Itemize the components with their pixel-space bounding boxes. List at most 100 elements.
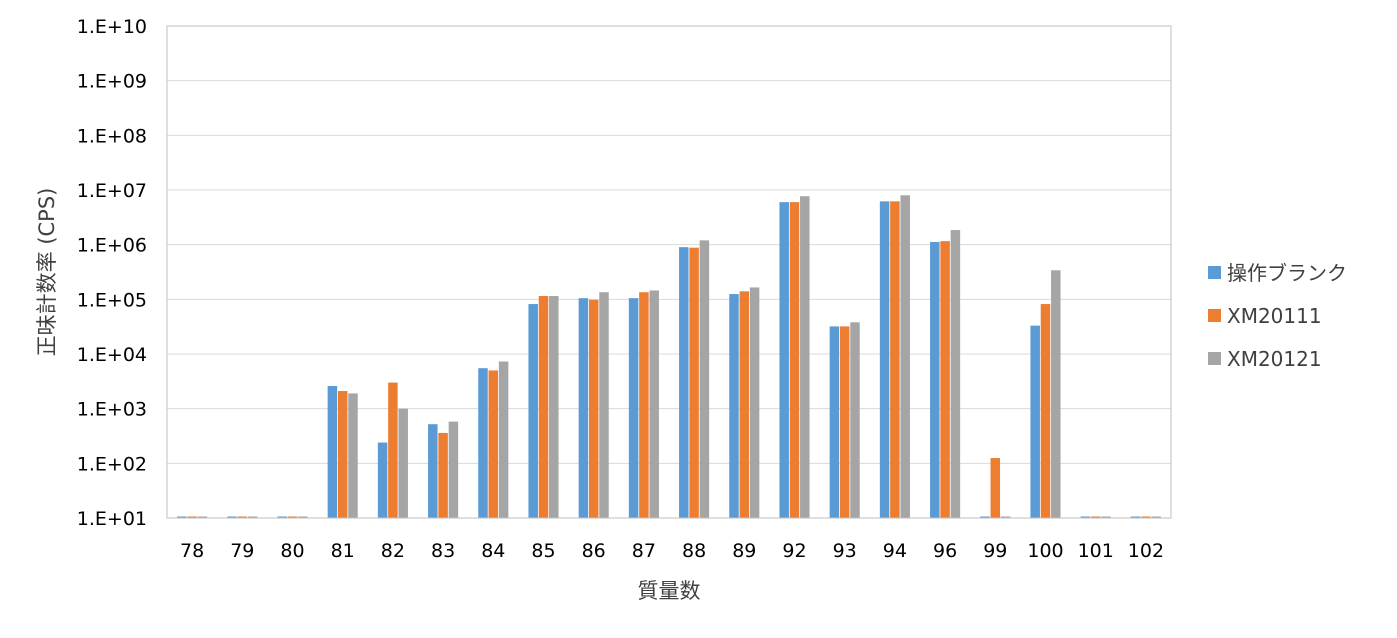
- y-tick-label: 1.E+08: [77, 125, 147, 147]
- y-tick-labels: 1.E+01 1.E+02 1.E+03 1.E+04 1.E+05 1.E+06 1.E+…: [77, 16, 147, 530]
- bar-XM20121-78: [197, 516, 208, 518]
- x-tick-label: 99: [983, 540, 1007, 562]
- bar-操作ブランク-92: [779, 202, 789, 518]
- legend-swatch: [1208, 352, 1221, 365]
- legend-swatch: [1208, 266, 1221, 279]
- x-tick-label: 96: [933, 540, 957, 562]
- gridlines: [167, 25, 1171, 519]
- bar-XM20111-89: [739, 291, 750, 518]
- legend-swatch: [1208, 309, 1221, 322]
- bar-XM20121-84: [498, 361, 509, 518]
- bar-操作ブランク-80: [277, 516, 287, 518]
- bar-XM20121-96: [950, 230, 961, 518]
- legend-label: XM20121: [1227, 347, 1322, 371]
- bar-XM20111-101: [1090, 516, 1101, 518]
- bar-XM20111-80: [287, 516, 298, 518]
- x-tick-label: 89: [732, 540, 756, 562]
- bar-XM20121-101: [1101, 516, 1111, 518]
- y-tick-label: 1.E+09: [77, 71, 147, 93]
- bar-XM20121-85: [549, 296, 559, 518]
- x-tick-label: 86: [582, 540, 606, 562]
- x-tick-label: 78: [180, 540, 204, 562]
- x-tick-label: 92: [782, 540, 806, 562]
- bar-XM20111-84: [488, 370, 499, 518]
- x-tick-label: 84: [481, 540, 505, 562]
- bar-XM20121-88: [699, 240, 710, 519]
- bar-XM20121-100: [1051, 270, 1061, 518]
- bar-操作ブランク-94: [879, 201, 890, 519]
- bar-XM20111-86: [588, 299, 599, 518]
- bar-XM20111-81: [337, 391, 348, 518]
- y-tick-label: 1.E+07: [77, 180, 147, 202]
- x-tick-label: 82: [381, 540, 405, 562]
- bar-XM20111-87: [639, 292, 649, 518]
- bar-操作ブランク-82: [377, 442, 388, 518]
- y-tick-label: 1.E+05: [77, 289, 147, 311]
- x-tick-label: 102: [1128, 540, 1164, 562]
- bar-XM20121-102: [1151, 516, 1161, 518]
- y-tick-label: 1.E+01: [77, 508, 147, 530]
- bar-XM20111-94: [890, 201, 900, 519]
- bar-XM20121-86: [599, 292, 609, 518]
- bar-XM20121-87: [649, 290, 659, 518]
- x-tick-label: 85: [531, 540, 555, 562]
- bar-XM20111-79: [237, 516, 248, 518]
- bar-操作ブランク-102: [1130, 516, 1141, 518]
- y-tick-label: 1.E+10: [77, 16, 147, 38]
- y-axis-title: 正味計数率 (CPS): [35, 188, 59, 357]
- bar-XM20111-78: [187, 516, 197, 518]
- bar-操作ブランク-84: [478, 368, 488, 518]
- bar-XM20111-88: [689, 247, 699, 519]
- x-axis-title: 質量数: [638, 579, 701, 603]
- x-tick-label: 87: [632, 540, 656, 562]
- x-tick-label: 79: [230, 540, 254, 562]
- bar-XM20111-82: [388, 382, 398, 518]
- bar-XM20111-102: [1141, 516, 1151, 518]
- x-tick-label: 83: [431, 540, 455, 562]
- bar-操作ブランク-99: [980, 516, 990, 518]
- bar-XM20111-100: [1040, 304, 1051, 518]
- bar-操作ブランク-89: [729, 294, 739, 518]
- y-tick-label: 1.E+02: [77, 453, 147, 475]
- bar-XM20121-99: [1000, 516, 1011, 518]
- bar-XM20121-93: [850, 322, 860, 518]
- legend-label: XM20111: [1227, 304, 1322, 328]
- bars: [177, 195, 1161, 519]
- bar-操作ブランク-81: [327, 385, 338, 518]
- bar-XM20111-93: [839, 326, 850, 518]
- bar-操作ブランク-93: [829, 326, 840, 518]
- bar-XM20121-82: [398, 408, 408, 518]
- bar-操作ブランク-85: [528, 304, 538, 518]
- bar-操作ブランク-78: [177, 516, 187, 518]
- bar-操作ブランク-88: [679, 247, 689, 518]
- legend-label: 操作ブランク: [1227, 261, 1347, 285]
- x-tick-labels: 78 79 80 81 82 83 84 85 86 87 88 89 92 93 94 96 99 100 101…: [180, 540, 1164, 562]
- y-tick-label: 1.E+06: [77, 235, 147, 257]
- x-tick-label: 93: [833, 540, 857, 562]
- legend: 操作ブランク XM20111 XM20121: [1208, 261, 1347, 371]
- bar-XM20121-92: [800, 196, 810, 518]
- bar-操作ブランク-100: [1030, 325, 1040, 518]
- bar-XM20121-80: [298, 516, 308, 518]
- bar-XM20121-81: [348, 393, 358, 518]
- bar-XM20121-83: [448, 421, 459, 518]
- bar-操作ブランク-101: [1080, 516, 1091, 518]
- bar-操作ブランク-87: [628, 298, 639, 518]
- bar-XM20111-92: [789, 202, 800, 518]
- plot-area-border: [166, 25, 1172, 519]
- bar-XM20111-96: [940, 241, 950, 519]
- bar-操作ブランク-83: [428, 424, 438, 518]
- x-tick-label: 101: [1078, 540, 1114, 562]
- x-tick-label: 88: [682, 540, 706, 562]
- x-tick-label: 100: [1027, 540, 1063, 562]
- bar-XM20111-83: [438, 432, 448, 518]
- bar-操作ブランク-86: [578, 298, 589, 518]
- y-tick-label: 1.E+03: [77, 399, 147, 421]
- bar-XM20121-94: [900, 195, 910, 519]
- bar-操作ブランク-96: [930, 241, 940, 518]
- y-tick-label: 1.E+04: [77, 344, 147, 366]
- bar-XM20121-79: [247, 516, 258, 518]
- x-tick-label: 94: [883, 540, 907, 562]
- x-tick-label: 80: [280, 540, 304, 562]
